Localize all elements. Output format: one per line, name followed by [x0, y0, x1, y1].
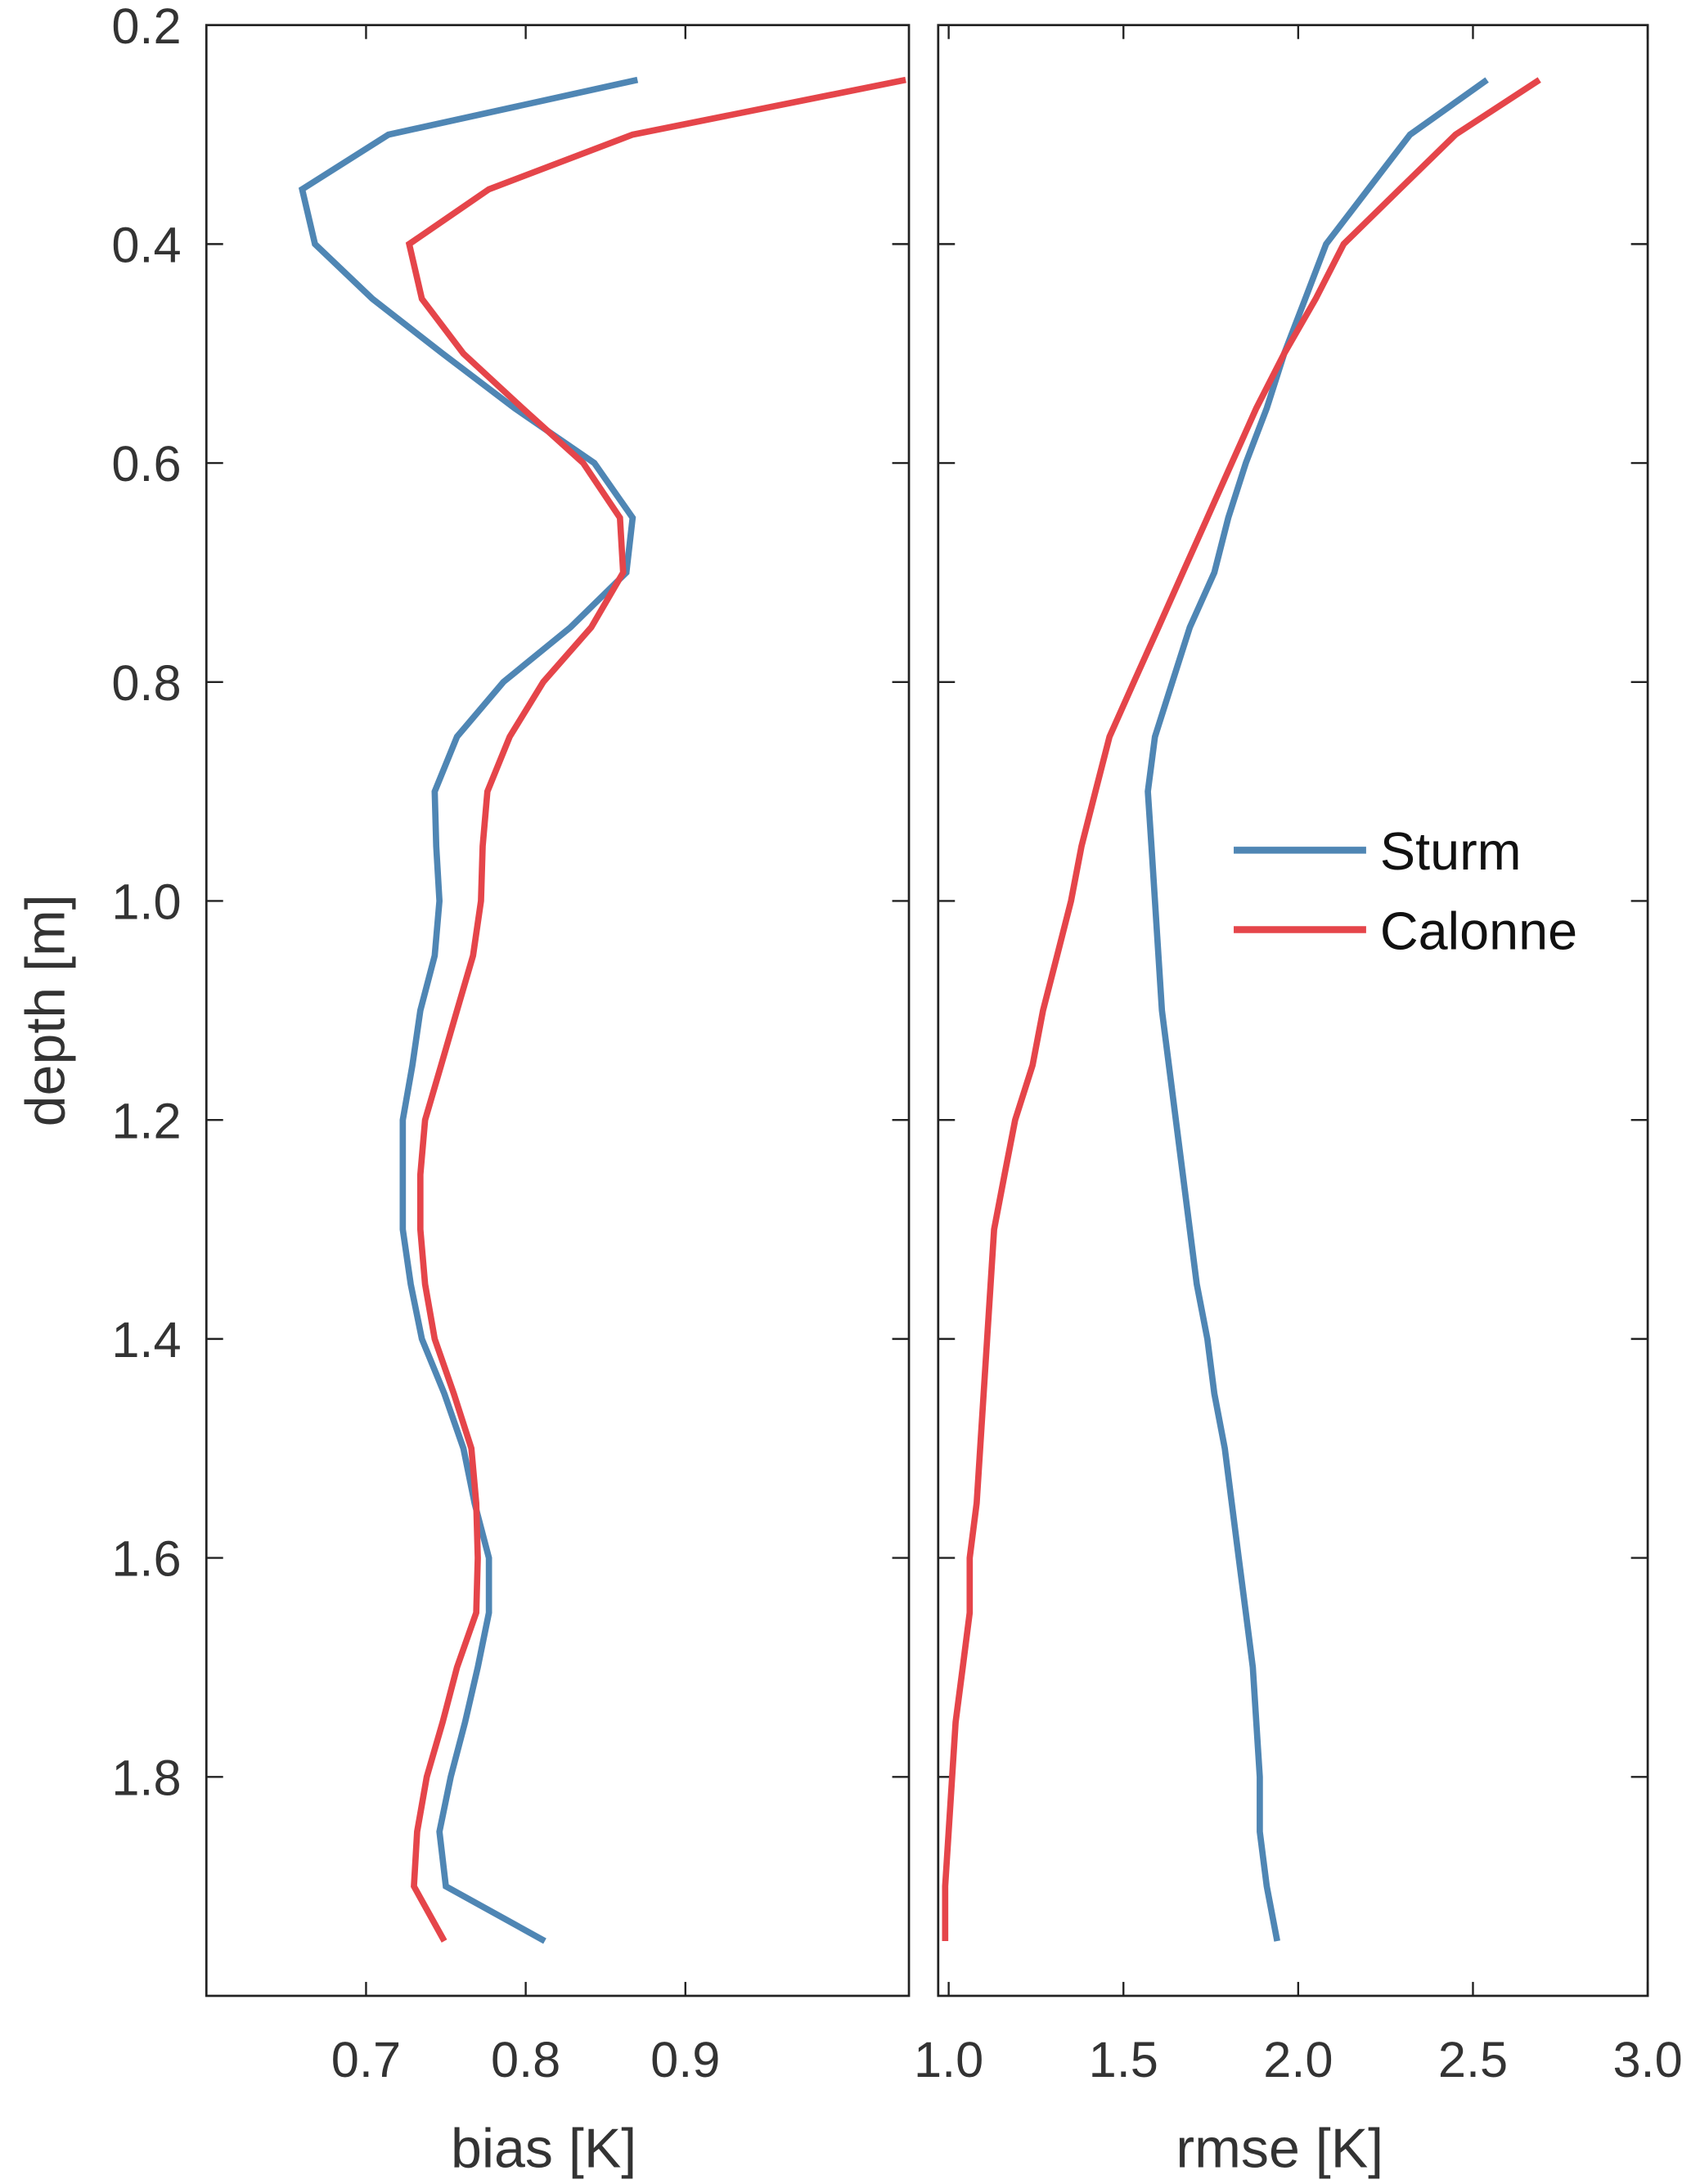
x-tick-label: 0.8	[491, 2031, 560, 2087]
plot-frame	[205, 24, 911, 1998]
x-tick-label: 2.0	[1263, 2031, 1333, 2087]
y-axis-label: depth [m]	[14, 894, 76, 1126]
y-tick-label: 0.2	[111, 0, 181, 54]
x-tick-label: 3.0	[1612, 2031, 1682, 2087]
series-line-calonne	[405, 76, 906, 1943]
plot-frame	[937, 24, 1649, 1998]
series-line-sturm	[1145, 77, 1489, 1942]
series-line-calonne	[942, 77, 1541, 1942]
y-tick-label: 1.4	[111, 1311, 181, 1368]
y-tick-label: 1.6	[111, 1530, 181, 1587]
series-line-sturm	[298, 76, 639, 1944]
y-tick-label: 0.8	[111, 654, 181, 711]
x-tick-label: 2.5	[1438, 2031, 1508, 2087]
x-tick-label: 1.5	[1089, 2031, 1158, 2087]
left-x-axis-label: bias [K]	[451, 2118, 636, 2180]
x-tick-label: 0.7	[331, 2031, 401, 2087]
y-tick-label: 0.6	[111, 435, 181, 492]
y-tick-label: 0.4	[111, 217, 181, 273]
legend-label-calonne: Calonne	[1380, 901, 1577, 960]
x-tick-label: 1.0	[914, 2031, 983, 2087]
right-x-axis-label: rmse [K]	[1176, 2118, 1383, 2180]
legend-label-sturm: Sturm	[1380, 821, 1522, 881]
bias-panel: 0.2 0.4 0.6 0.8 1.0 1.2 1.4 1.6 1.8 0.7 0.8 0.9	[111, 0, 911, 2087]
x-tick-label: 0.9	[650, 2031, 720, 2087]
rmse-panel: 1.0 1.5 2.0 2.5 3.0	[914, 24, 1683, 2087]
y-tick-label: 1.2	[111, 1092, 181, 1148]
y-tick-label: 1.8	[111, 1749, 181, 1805]
legend: Sturm Calonne	[1234, 821, 1577, 960]
y-tick-label: 1.0	[111, 874, 181, 930]
